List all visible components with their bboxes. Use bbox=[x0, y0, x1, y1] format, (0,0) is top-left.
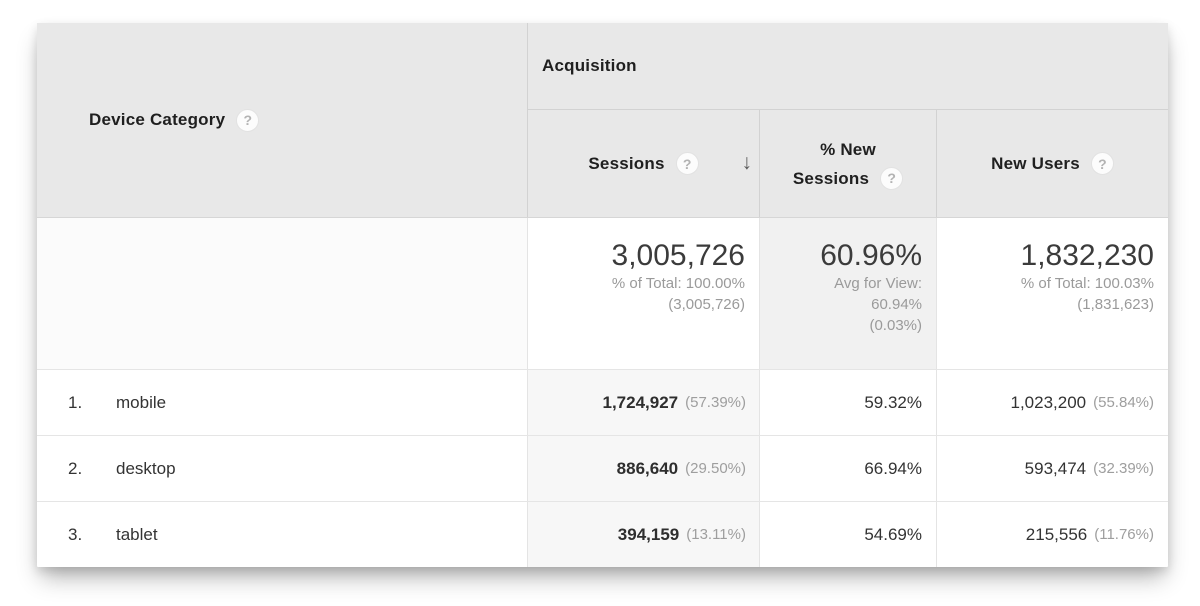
summary-new-users-cell: 1,832,230 % of Total: 100.03% (1,831,623… bbox=[937, 218, 1168, 369]
pct-new-sessions-avg: 60.96% bbox=[820, 239, 922, 272]
new-users-cell: 215,556 (11.76%) bbox=[937, 502, 1168, 567]
new-users-cell: 1,023,200 (55.84%) bbox=[937, 370, 1168, 435]
new-users-value: 1,023,200 bbox=[1010, 392, 1087, 412]
avg-for-view-value: 60.94% bbox=[871, 296, 922, 313]
table-header: Device Category ? Acquisition Sessions ?… bbox=[37, 23, 1168, 218]
acquisition-group: Acquisition Sessions ? ↓ % New Sessions … bbox=[528, 23, 1168, 217]
table-row: 1. mobile 1,724,927 (57.39%) 59.32% 1,02… bbox=[37, 369, 1168, 435]
table-row: 2. desktop 886,640 (29.50%) 66.94% 593,4… bbox=[37, 435, 1168, 501]
analytics-data-table: Device Category ? Acquisition Sessions ?… bbox=[37, 23, 1168, 567]
avg-for-view-delta: (0.03%) bbox=[869, 317, 922, 334]
row-rank: 2. bbox=[68, 458, 83, 478]
device-name: desktop bbox=[116, 458, 176, 478]
new-users-total: 1,832,230 bbox=[1020, 239, 1154, 272]
column-header-sessions[interactable]: Sessions ? ↓ bbox=[528, 110, 760, 217]
pct-new-label-line2: Sessions bbox=[792, 168, 870, 188]
sessions-value: 886,640 bbox=[616, 458, 679, 478]
help-icon[interactable]: ? bbox=[675, 152, 699, 175]
pct-new-sessions-value: 54.69% bbox=[864, 524, 922, 544]
summary-sessions-cell: 3,005,726 % of Total: 100.00% (3,005,726… bbox=[528, 218, 760, 369]
column-header-new-users[interactable]: New Users ? bbox=[937, 110, 1168, 217]
sort-descending-icon[interactable]: ↓ bbox=[741, 150, 753, 174]
device-cell: 1. mobile bbox=[37, 370, 528, 435]
new-users-cell: 593,474 (32.39%) bbox=[937, 436, 1168, 501]
new-users-share: (11.76%) bbox=[1094, 526, 1154, 543]
sessions-share: (57.39%) bbox=[685, 394, 746, 411]
sessions-cell: 886,640 (29.50%) bbox=[528, 436, 760, 501]
pct-new-sessions-cell: 66.94% bbox=[760, 436, 937, 501]
help-icon[interactable]: ? bbox=[880, 166, 904, 190]
device-category-label: Device Category bbox=[89, 110, 226, 129]
sessions-cell: 394,159 (13.11%) bbox=[528, 502, 760, 567]
summary-device-cell bbox=[37, 218, 528, 369]
avg-for-view-label: Avg for View: bbox=[834, 275, 922, 292]
column-header-pct-new-sessions[interactable]: % New Sessions ? bbox=[760, 110, 937, 217]
sessions-share: (29.50%) bbox=[685, 460, 746, 477]
pct-new-sessions-cell: 59.32% bbox=[760, 370, 937, 435]
device-cell: 3. tablet bbox=[37, 502, 528, 567]
summary-row: 3,005,726 % of Total: 100.00% (3,005,726… bbox=[37, 218, 1168, 369]
new-users-value: 215,556 bbox=[1025, 524, 1088, 544]
help-icon[interactable]: ? bbox=[1090, 152, 1114, 175]
sessions-value: 394,159 bbox=[617, 524, 680, 544]
sessions-label: Sessions bbox=[588, 153, 665, 173]
sessions-cell: 1,724,927 (57.39%) bbox=[528, 370, 760, 435]
new-users-total-raw: (1,831,623) bbox=[1077, 296, 1154, 313]
sessions-total-pct: % of Total: 100.00% bbox=[611, 275, 745, 292]
acquisition-label: Acquisition bbox=[542, 56, 637, 75]
group-header-acquisition: Acquisition bbox=[528, 23, 1168, 110]
new-users-share: (32.39%) bbox=[1093, 460, 1154, 477]
summary-pct-new-sessions-cell: 60.96% Avg for View: 60.94% (0.03%) bbox=[760, 218, 937, 369]
sessions-total: 3,005,726 bbox=[611, 239, 745, 272]
pct-new-sessions-value: 66.94% bbox=[864, 458, 922, 478]
new-users-value: 593,474 bbox=[1024, 458, 1087, 478]
row-rank: 1. bbox=[68, 392, 83, 412]
new-users-label: New Users bbox=[991, 153, 1080, 173]
help-icon[interactable]: ? bbox=[236, 108, 260, 132]
device-name: mobile bbox=[116, 392, 167, 412]
column-header-device-category[interactable]: Device Category ? bbox=[37, 23, 528, 217]
sessions-share: (13.11%) bbox=[686, 526, 746, 543]
new-users-share: (55.84%) bbox=[1093, 394, 1154, 411]
new-users-total-pct: % of Total: 100.03% bbox=[1020, 275, 1154, 292]
sessions-value: 1,724,927 bbox=[602, 392, 679, 412]
row-rank: 3. bbox=[68, 524, 83, 544]
pct-new-sessions-cell: 54.69% bbox=[760, 502, 937, 567]
device-name: tablet bbox=[116, 524, 158, 544]
table-row: 3. tablet 394,159 (13.11%) 54.69% 215,55… bbox=[37, 501, 1168, 567]
sessions-total-raw: (3,005,726) bbox=[668, 296, 745, 313]
metric-header-row: Sessions ? ↓ % New Sessions ? New Users … bbox=[528, 110, 1168, 217]
device-cell: 2. desktop bbox=[37, 436, 528, 501]
pct-new-label-line1: % New bbox=[820, 139, 876, 159]
pct-new-sessions-value: 59.32% bbox=[864, 392, 922, 412]
